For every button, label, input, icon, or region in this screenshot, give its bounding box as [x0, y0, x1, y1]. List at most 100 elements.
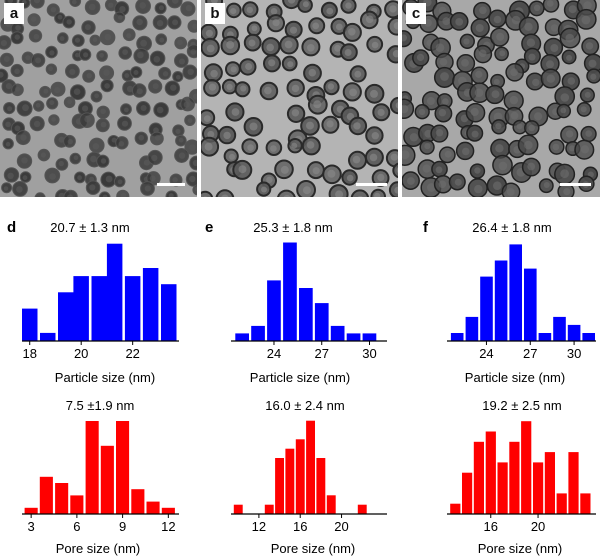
- particle-pore: [510, 68, 518, 77]
- histogram-bar: [362, 333, 377, 341]
- particle-pore: [67, 138, 74, 145]
- histogram-bar: [567, 324, 581, 341]
- particle-pore: [203, 196, 208, 197]
- particle-pore: [560, 107, 567, 114]
- particle-pore: [511, 15, 521, 25]
- particle-pore: [424, 19, 432, 27]
- particle-pore: [124, 73, 130, 78]
- particle-pore: [108, 2, 114, 8]
- histogram-bar: [275, 458, 284, 514]
- particle-pore: [176, 75, 181, 80]
- particle-pore: [187, 118, 193, 123]
- histogram-bar: [521, 421, 532, 514]
- particle-pore: [138, 134, 145, 141]
- particle-pore: [35, 57, 42, 64]
- particle-pore: [270, 145, 277, 152]
- particle-pore: [581, 15, 591, 25]
- particle-pore: [7, 172, 14, 179]
- particle-pore: [170, 84, 177, 91]
- histogram-bar: [295, 439, 305, 514]
- particle-pore: [210, 0, 218, 4]
- histogram-bar: [161, 284, 177, 341]
- particle-pore: [154, 134, 161, 141]
- histogram-bar: [580, 493, 591, 514]
- particle-pore: [479, 6, 487, 15]
- particle-pore: [291, 84, 300, 93]
- particle-pore: [156, 106, 164, 114]
- pore-size-histogram-d: 7.5 ±1.9 nm 3 6 9 12 Pore size (nm): [22, 398, 179, 556]
- nanoparticle: [387, 17, 398, 36]
- particle-pore: [439, 58, 448, 66]
- particle-pore: [249, 122, 258, 131]
- particle-pore: [493, 15, 502, 24]
- x-tick-label: 20: [531, 519, 545, 534]
- particle-pore: [306, 141, 315, 149]
- histogram-bar: [233, 504, 243, 514]
- particle-pore: [588, 59, 597, 68]
- particle-pore: [82, 105, 89, 112]
- particle-pore: [251, 25, 258, 32]
- particle-pore: [438, 180, 447, 189]
- particle-pore: [58, 192, 65, 197]
- particle-pore: [100, 158, 107, 164]
- particle-pore: [118, 141, 125, 147]
- x-axis-label: Particle size (nm): [465, 370, 565, 385]
- particle-pore: [94, 93, 99, 99]
- histogram-bar: [306, 420, 315, 514]
- particle-pore: [335, 23, 343, 31]
- particle-pore: [92, 37, 98, 42]
- particle-pore: [190, 49, 197, 55]
- particle-pore: [49, 50, 55, 56]
- particle-pore: [499, 50, 506, 57]
- particle-pore: [474, 167, 481, 174]
- particle-pore: [238, 165, 247, 174]
- particle-pore: [506, 188, 515, 196]
- histogram-bar: [73, 276, 89, 341]
- particle-pore: [471, 130, 479, 138]
- particle-pore: [104, 33, 112, 41]
- particle-pore: [377, 173, 385, 181]
- histogram-bar: [450, 503, 461, 514]
- nanoparticle: [63, 189, 78, 197]
- particle-pore: [493, 78, 500, 85]
- particle-pore: [566, 54, 573, 61]
- particle-pore: [230, 66, 237, 73]
- particle-pore: [424, 143, 431, 150]
- particle-pore: [126, 33, 132, 39]
- particle-pore: [268, 59, 276, 67]
- histogram-bar: [509, 244, 522, 341]
- particle-pore: [178, 152, 186, 159]
- particle-pore: [312, 22, 320, 30]
- particle-pore: [20, 134, 27, 141]
- particle-pore: [585, 42, 594, 50]
- particle-pore: [105, 175, 113, 183]
- particle-pore: [264, 86, 272, 95]
- particle-pore: [419, 108, 426, 116]
- particle-pore: [54, 87, 61, 94]
- particle-pore: [493, 181, 502, 190]
- nanoparticle: [392, 162, 398, 179]
- particle-pore: [402, 34, 407, 42]
- particle-pore: [495, 123, 502, 130]
- nanoparticle: [350, 189, 370, 197]
- particle-pore: [524, 140, 533, 150]
- particle-pore: [0, 71, 4, 78]
- particle-pore: [75, 52, 80, 58]
- particle-pore: [392, 50, 398, 58]
- particle-pore: [39, 196, 43, 197]
- particle-pore: [283, 195, 291, 197]
- x-axis-label: Particle size (nm): [250, 370, 350, 385]
- panel-letter-a: a: [4, 3, 24, 24]
- particle-pore: [84, 24, 91, 31]
- histogram-bar: [568, 452, 579, 514]
- histogram-bar: [346, 333, 361, 341]
- particle-pore: [189, 144, 196, 151]
- tem-micrograph-b: [201, 0, 398, 197]
- particle-pore: [136, 88, 143, 95]
- particle-pore: [153, 56, 161, 63]
- particle-pore: [493, 112, 503, 122]
- particle-pore: [390, 153, 398, 161]
- particle-pore: [326, 120, 334, 128]
- particle-pore: [568, 5, 577, 14]
- histogram-bar: [161, 507, 175, 514]
